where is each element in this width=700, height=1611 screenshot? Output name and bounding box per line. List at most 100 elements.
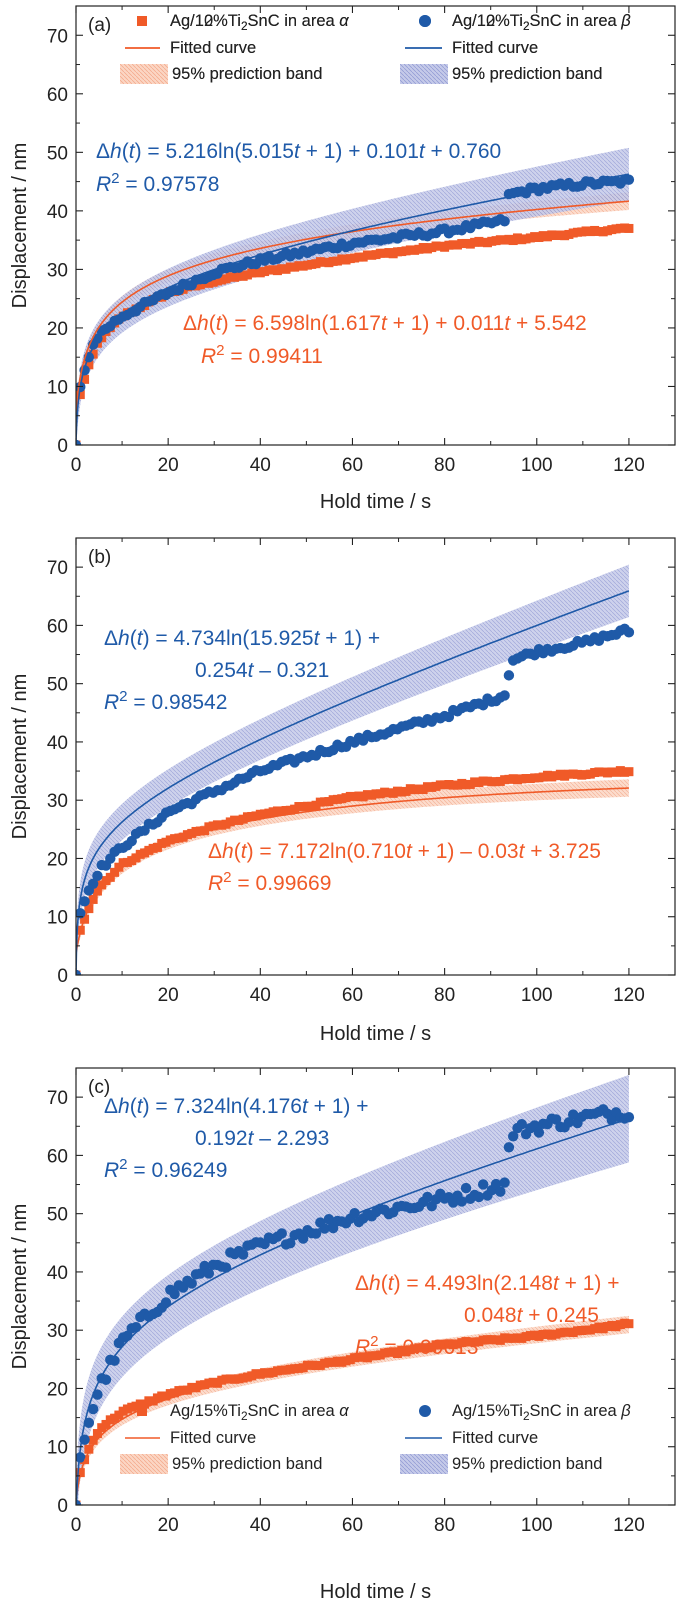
x-tick-label: 60 (342, 1515, 363, 1536)
y-axis-label: Displacement / nm (9, 1204, 31, 1370)
fitted-curve-alpha (76, 200, 629, 413)
fit-equation-alpha: Δh(t) = 4.493ln(2.148t + 1) + 0.048t + 0.… (355, 1272, 619, 1359)
plot-area (76, 564, 635, 975)
fit-equation-beta: Δh(t) = 5.216ln(5.015t + 1) + 0.101t + 0… (96, 140, 501, 196)
y-axis-label: Displacement / nm (9, 674, 31, 840)
legend-label-alpha-fit: Fitted curve (170, 1429, 256, 1447)
x-tick-label: 60 (342, 985, 363, 1006)
legend-marker-alpha (137, 16, 147, 26)
data-point (237, 1249, 249, 1260)
equation-line-2: 0.254t – 0.321 (195, 659, 329, 682)
data-point (88, 1435, 98, 1445)
x-tick-label: 0 (71, 1515, 82, 1536)
y-tick-label: 70 (47, 26, 68, 47)
equation-line-2: 0.048t + 0.245 (464, 1304, 599, 1327)
data-point (533, 1127, 545, 1138)
y-tick-label: 20 (47, 319, 68, 340)
data-point (109, 1355, 120, 1366)
y-tick-label: 50 (47, 1205, 68, 1226)
legend-band-alpha (120, 64, 168, 84)
data-point (624, 767, 634, 777)
x-tick-label: 120 (613, 455, 645, 476)
x-tick-label: 100 (521, 1515, 553, 1536)
y-tick-label: 40 (47, 733, 68, 754)
data-point (83, 1417, 95, 1429)
legend-label-beta-fit: Fitted curve (452, 1429, 538, 1447)
x-tick-label: 40 (250, 985, 271, 1006)
x-axis-label: Hold time / s (320, 1581, 431, 1603)
legend-label-alpha-fit: Fitted curve (170, 39, 256, 57)
legend-label-beta-points: Ag/12%Ti2SnC in area β (452, 12, 631, 33)
data-point (76, 390, 85, 400)
x-tick-label: 100 (521, 985, 553, 1006)
data-point (169, 1288, 180, 1300)
data-point (110, 867, 120, 877)
data-point (624, 1319, 634, 1329)
legend-band-alpha (120, 1454, 168, 1474)
y-tick-label: 60 (47, 85, 68, 106)
fit-equation-beta: Δh(t) = 7.324ln(4.176t + 1) + 0.192t – 2.… (104, 1095, 368, 1182)
x-tick-label: 120 (613, 985, 645, 1006)
legend-label-beta-points: Ag/10%Ti2SnC in area β (452, 12, 631, 33)
y-tick-label: 20 (47, 849, 68, 870)
x-axis-label: Hold time / s (320, 491, 431, 513)
y-tick-label: 0 (57, 966, 68, 987)
y-tick-label: 30 (47, 791, 68, 812)
data-point (477, 1179, 489, 1190)
y-tick-label: 70 (47, 558, 68, 579)
y-tick-label: 50 (47, 675, 68, 696)
y-tick-label: 30 (47, 1321, 68, 1342)
data-point (84, 360, 94, 370)
panel-label: (b) (88, 547, 111, 568)
x-tick-label: 0 (71, 455, 82, 476)
data-point (84, 1444, 94, 1454)
data-point (76, 969, 82, 975)
fit-equation-alpha: Δh(t) = 7.172ln(0.710t + 1) – 0.03t + 3.… (208, 840, 601, 895)
data-point (88, 349, 98, 359)
data-point (507, 1131, 519, 1142)
legend-label-alpha-band: 95% prediction band (172, 65, 322, 83)
data-point (323, 1214, 335, 1225)
data-point (186, 1278, 197, 1289)
y-tick-label: 20 (47, 1379, 68, 1400)
y-tick-label: 70 (47, 1088, 68, 1109)
x-tick-label: 20 (158, 455, 179, 476)
data-point (79, 896, 90, 907)
y-tick-label: 0 (57, 1496, 68, 1517)
equation-line: Δh(t) = 5.216ln(5.015t + 1) + 0.101t + 0… (96, 140, 501, 163)
data-point (516, 1118, 527, 1130)
y-tick-label: 40 (47, 202, 68, 223)
y-tick-label: 60 (47, 1146, 68, 1167)
fitted-curve-beta (76, 1117, 630, 1505)
r-squared-label: R2 = 0.99613 (355, 1333, 478, 1359)
data-point (160, 1297, 172, 1308)
x-tick-label: 80 (434, 1515, 455, 1536)
data-point (203, 1268, 215, 1279)
y-tick-label: 10 (47, 377, 68, 398)
data-point (276, 1228, 287, 1239)
plot-area (76, 1075, 635, 1505)
fit-equation-beta: Δh(t) = 4.734ln(15.925t + 1) + 0.254t – 0… (104, 627, 380, 714)
fit-equation-alpha: Δh(t) = 6.598ln(1.617t + 1) + 0.011t + 5… (183, 312, 587, 368)
equation-line-2: 0.192t – 2.293 (195, 1127, 329, 1150)
data-point (460, 1182, 472, 1194)
x-tick-label: 80 (434, 985, 455, 1006)
legend-label-beta-band: 95% prediction band (452, 1455, 602, 1473)
chart-panel-b: 0 20 40 60 80 100 120 0 10 20 30 40 50 60 70 Hold time … (9, 12, 676, 1045)
data-point (473, 1191, 485, 1203)
data-point (87, 1403, 99, 1415)
plot-frame (75, 5, 676, 446)
legend-marker-alpha (137, 1406, 147, 1416)
data-point (503, 1142, 515, 1153)
x-tick-label: 0 (71, 985, 82, 1006)
legend-label-beta-band: 95% prediction band (452, 65, 602, 83)
plot-area (76, 147, 635, 445)
panel-label: (c) (88, 1077, 110, 1098)
x-tick-label: 40 (250, 1515, 271, 1536)
legend-label-alpha-fit: Fitted curve (170, 39, 256, 57)
r-squared-label: R2 = 0.96249 (104, 1156, 227, 1182)
legend-label-alpha-band: 95% prediction band (172, 1455, 322, 1473)
data-point (623, 174, 635, 185)
data-point (195, 1268, 206, 1279)
